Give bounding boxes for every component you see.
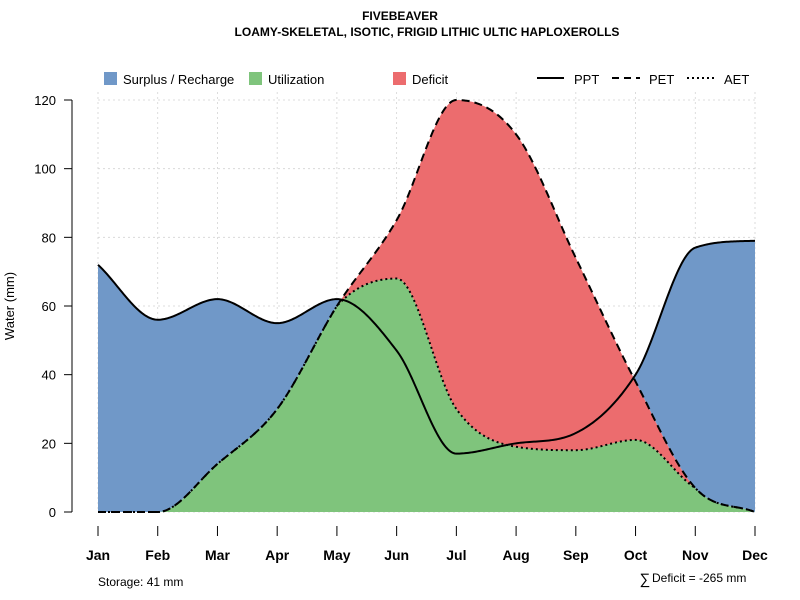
deficit-sum-symbol: ∑: [640, 571, 651, 588]
series-line-aet: [98, 277, 756, 513]
series-line-ppt: [97, 239, 756, 455]
legend-label-deficit: Deficit: [412, 72, 449, 87]
x-tick-label: Jan: [86, 547, 110, 563]
legend-label-utilization: Utilization: [268, 72, 324, 87]
x-tick-label: Dec: [742, 547, 768, 563]
legend-swatch-utilization: [249, 72, 262, 85]
y-axis-label: Water (mm): [2, 272, 17, 340]
legend-label-surplus: Surplus / Recharge: [123, 72, 234, 87]
y-tick-label: 100: [34, 162, 56, 177]
x-tick-label: Jun: [384, 547, 409, 563]
axes: 0 20 40 60 80 100 120 Jan Feb Mar Apr May Jun Jul Aug S…: [34, 93, 768, 563]
x-tick-label: Nov: [682, 547, 709, 563]
x-tick-label: Apr: [265, 547, 290, 563]
x-tick-label: Oct: [624, 547, 648, 563]
x-tick-label: May: [323, 547, 350, 563]
legend-swatch-deficit: [393, 72, 406, 85]
area-deficit: [98, 100, 755, 512]
y-tick-label: 40: [42, 368, 56, 383]
legend-label-ppt: PPT: [574, 72, 599, 87]
legend-label-pet: PET: [649, 72, 674, 87]
deficit-annotation: Deficit = -265 mm: [652, 571, 746, 585]
y-tick-label: 120: [34, 93, 56, 108]
x-tick-label: Aug: [502, 547, 529, 563]
legend-swatch-surplus: [104, 72, 117, 85]
y-tick-label: 60: [42, 299, 56, 314]
areas: [98, 100, 755, 512]
y-tick-label: 0: [49, 505, 56, 520]
legend: Surplus / Recharge Utilization Deficit P…: [104, 72, 749, 87]
y-tick-label: 80: [42, 230, 56, 245]
area-surplus: [98, 100, 755, 512]
storage-annotation: Storage: 41 mm: [98, 575, 183, 589]
x-tick-label: Jul: [446, 547, 466, 563]
x-tick-label: Feb: [145, 547, 170, 563]
chart-title: FIVEBEAVER: [362, 9, 438, 23]
area-utilization: [98, 278, 755, 512]
legend-label-aet: AET: [724, 72, 749, 87]
y-tick-label: 20: [42, 436, 56, 451]
series-lines: [97, 98, 756, 513]
chart-subtitle: LOAMY-SKELETAL, ISOTIC, FRIGID LITHIC UL…: [235, 25, 620, 39]
x-tick-label: Mar: [205, 547, 230, 563]
series-line-pet: [98, 98, 756, 513]
x-tick-label: Sep: [563, 547, 589, 563]
